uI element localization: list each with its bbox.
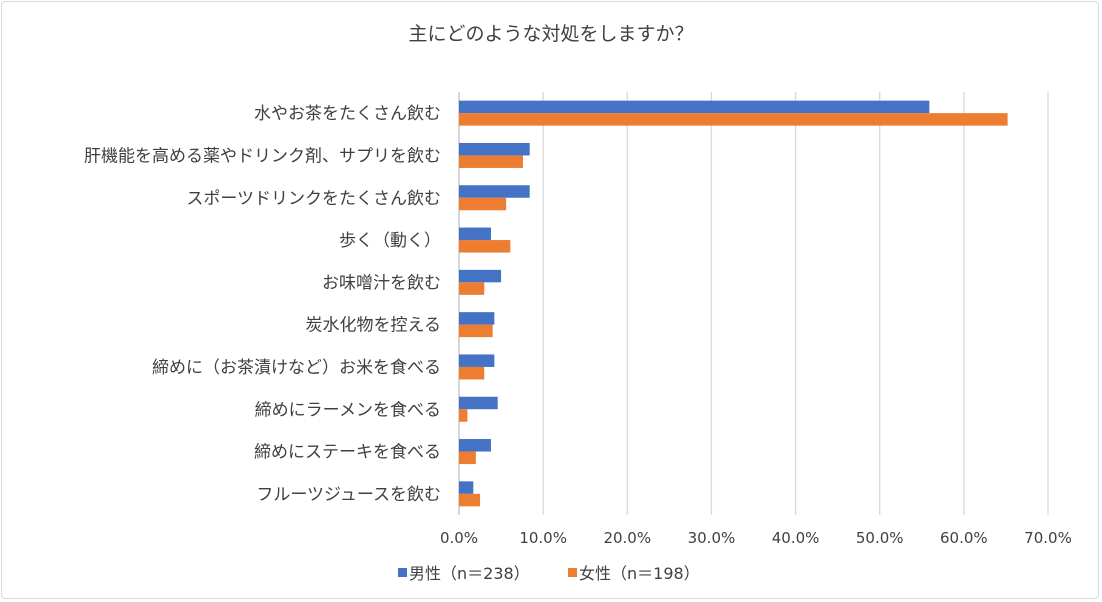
bar-male xyxy=(459,227,491,241)
legend-label: 女性（n＝198） xyxy=(579,564,700,583)
x-tick-label: 70.0% xyxy=(1024,529,1072,547)
bar-female xyxy=(459,155,523,168)
bar-male xyxy=(459,312,495,325)
category-label: フルーツジュースを飲む xyxy=(256,485,441,505)
bar-male xyxy=(459,185,530,198)
category-label: 肝機能を高める薬やドリンク剤、サプリを飲む xyxy=(84,146,441,166)
category-label: お味噌汁を飲む xyxy=(322,273,441,293)
category-label: スポーツドリンクをたくさん飲む xyxy=(186,189,441,209)
bar-female xyxy=(459,240,511,253)
category-label: 炭水化物を控える xyxy=(306,316,442,336)
category-label: 水やお茶をたくさん飲む xyxy=(254,104,441,124)
bar-male xyxy=(459,354,495,367)
bar-female xyxy=(459,409,468,422)
bar-female xyxy=(459,324,493,338)
x-tick-label: 0.0% xyxy=(440,529,478,547)
x-tick-label: 60.0% xyxy=(940,529,988,547)
category-label: 締めに（お茶漬けなど）お米を食べる xyxy=(152,358,441,378)
x-tick-label: 10.0% xyxy=(519,529,567,547)
category-label: 締めにステーキを食べる xyxy=(254,443,441,463)
bar-male xyxy=(459,142,530,156)
x-tick-label: 40.0% xyxy=(772,529,820,547)
x-tick-label: 50.0% xyxy=(856,529,904,547)
bar-female xyxy=(459,113,1008,126)
x-tick-label: 20.0% xyxy=(603,529,651,547)
bar-female xyxy=(459,366,485,380)
bar-female xyxy=(459,451,476,465)
legend-swatch xyxy=(568,568,577,577)
bar-male xyxy=(459,269,502,283)
category-label: 締めにラーメンを食べる xyxy=(255,400,441,420)
bar-female xyxy=(459,197,507,211)
bar-female xyxy=(459,493,481,507)
bar-male xyxy=(459,481,474,494)
category-label: 歩く（動く） xyxy=(339,231,441,251)
bar-male xyxy=(459,396,498,410)
bar-male xyxy=(459,439,491,452)
bar-female xyxy=(459,282,485,295)
x-tick-label: 30.0% xyxy=(688,529,736,547)
legend-swatch xyxy=(398,568,407,577)
bar-male xyxy=(459,100,930,114)
chart-title: 主にどのような対処をしますか？ xyxy=(408,23,693,45)
legend-label: 男性（n＝238） xyxy=(409,564,530,583)
